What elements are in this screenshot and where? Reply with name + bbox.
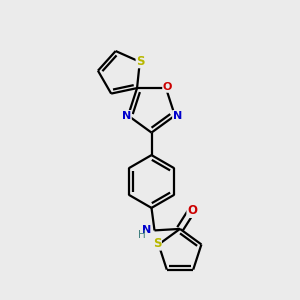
Text: S: S	[153, 237, 161, 250]
Text: O: O	[187, 204, 197, 218]
Text: N: N	[142, 225, 152, 236]
Text: N: N	[173, 111, 182, 121]
Text: O: O	[163, 82, 172, 92]
Text: N: N	[122, 111, 131, 121]
Text: H: H	[138, 230, 146, 240]
Text: S: S	[136, 55, 145, 68]
